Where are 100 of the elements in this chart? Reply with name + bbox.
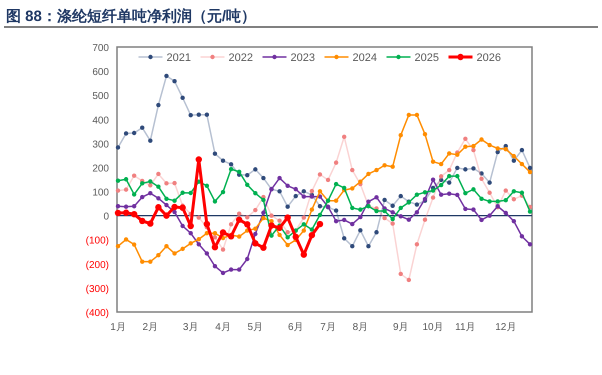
point <box>318 172 322 177</box>
x-tick-label: 10月 <box>422 322 444 333</box>
point <box>414 202 420 207</box>
point <box>528 242 532 247</box>
point <box>430 188 436 193</box>
point <box>116 244 120 248</box>
point <box>430 178 436 182</box>
point <box>132 204 136 208</box>
point <box>220 190 226 194</box>
point <box>358 207 363 212</box>
point <box>471 144 476 148</box>
point <box>495 146 500 151</box>
point <box>463 206 468 212</box>
point <box>463 144 468 149</box>
point <box>318 212 322 218</box>
point <box>447 151 452 156</box>
x-tick-label: 2月 <box>142 322 158 333</box>
point <box>294 186 298 192</box>
point <box>504 198 508 202</box>
point <box>220 229 226 236</box>
point <box>512 158 516 163</box>
point <box>269 233 274 238</box>
point <box>302 228 306 233</box>
point <box>520 234 524 239</box>
point <box>148 179 153 184</box>
point <box>285 204 290 209</box>
point <box>350 168 354 172</box>
point <box>196 215 201 220</box>
point <box>398 272 403 276</box>
point <box>236 267 242 272</box>
point <box>358 214 363 220</box>
point <box>374 195 379 200</box>
point <box>172 79 177 84</box>
point <box>479 218 484 222</box>
point <box>350 206 354 210</box>
point <box>334 198 338 203</box>
point <box>172 180 177 186</box>
point <box>188 222 194 230</box>
y-tick-label: (200) <box>86 260 109 271</box>
y-tick-label: 600 <box>92 67 110 78</box>
point <box>124 177 128 182</box>
point <box>124 131 128 136</box>
point <box>512 197 516 202</box>
point <box>228 267 234 272</box>
legend-label: 2023 <box>290 52 315 64</box>
x-tick-label: 7月 <box>320 322 336 333</box>
point <box>284 214 291 221</box>
point <box>308 232 316 238</box>
point <box>438 174 444 179</box>
point <box>253 191 258 196</box>
point <box>285 242 290 248</box>
x-tick-label: 11月 <box>455 322 476 333</box>
point <box>430 159 436 164</box>
point <box>261 176 266 180</box>
point <box>479 176 484 181</box>
point <box>504 188 508 193</box>
point <box>520 190 524 195</box>
line-series <box>116 74 532 248</box>
point <box>163 212 170 219</box>
x-tick-label: 5月 <box>248 322 264 333</box>
x-tick-label: 1月 <box>110 322 126 333</box>
point <box>326 178 330 182</box>
point <box>155 204 162 210</box>
point <box>116 204 120 208</box>
y-tick-label: (400) <box>86 308 109 319</box>
point <box>172 198 177 203</box>
y-tick-label: 400 <box>92 115 110 126</box>
point <box>316 220 324 228</box>
point <box>382 163 387 168</box>
point <box>487 213 492 218</box>
point <box>318 189 322 194</box>
x-tick-label: 3月 <box>182 322 198 333</box>
y-tick-label: 200 <box>92 163 110 174</box>
point <box>188 231 193 236</box>
point <box>156 172 161 176</box>
point <box>245 182 250 187</box>
point <box>463 191 468 196</box>
y-tick-label: 500 <box>92 91 110 102</box>
chart-title: 图 88：涤纶短纤单吨净利润（元/吨） <box>6 7 256 25</box>
point <box>212 199 218 204</box>
point <box>406 112 412 118</box>
point <box>358 228 363 233</box>
point <box>366 244 371 248</box>
point <box>479 171 484 176</box>
point <box>455 174 460 178</box>
point <box>374 230 379 234</box>
point <box>164 202 169 208</box>
point <box>342 236 346 240</box>
point <box>528 170 532 174</box>
point <box>172 210 177 214</box>
point <box>261 216 266 220</box>
point <box>253 208 258 212</box>
point <box>204 220 210 228</box>
point <box>294 194 298 198</box>
point <box>277 189 282 194</box>
point <box>116 145 120 150</box>
point <box>261 210 266 215</box>
point <box>471 166 476 171</box>
point <box>164 181 169 186</box>
point <box>487 190 492 195</box>
